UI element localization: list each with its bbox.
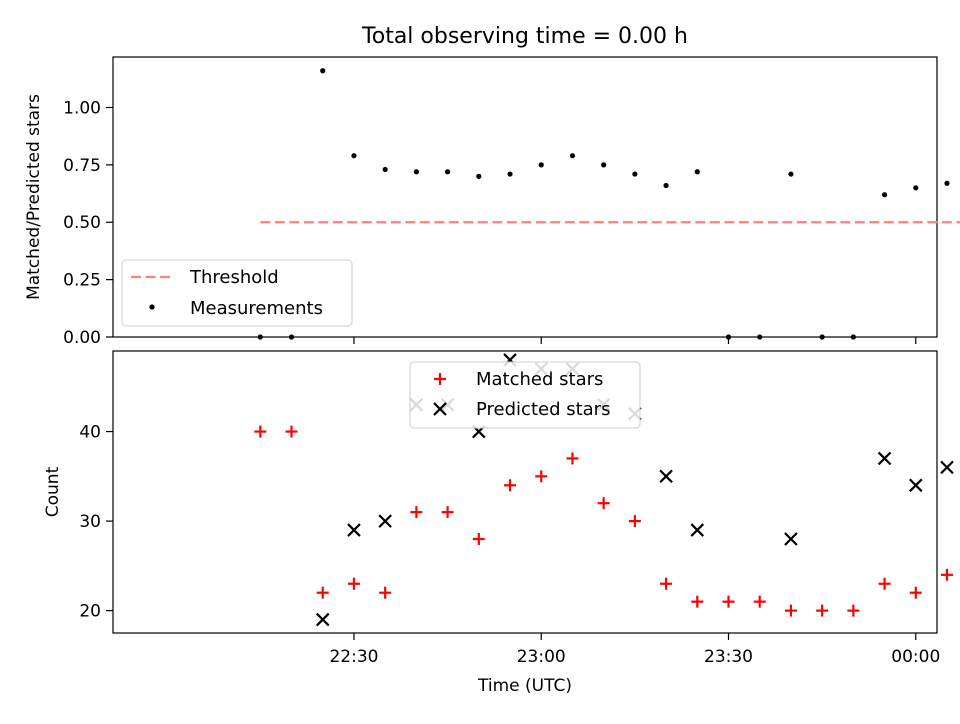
predicted-star-marker bbox=[940, 460, 954, 475]
count-y-axis-label: Count bbox=[43, 466, 63, 517]
measurement-point bbox=[320, 68, 326, 74]
ratio-legend-box bbox=[121, 259, 353, 327]
measurement-point bbox=[632, 171, 638, 177]
measurement-point bbox=[601, 162, 607, 168]
matched-star-marker bbox=[691, 595, 704, 608]
legend-matched-label: Matched stars bbox=[476, 369, 603, 390]
matched-star-marker bbox=[410, 506, 423, 519]
measurement-point bbox=[476, 173, 482, 179]
matched-star-marker bbox=[753, 595, 766, 608]
measurement-point bbox=[507, 171, 513, 177]
legend-predicted-swatch bbox=[433, 402, 447, 416]
chart-title: Total observing time = 0.00 h bbox=[361, 24, 688, 49]
measurement-point bbox=[913, 185, 919, 191]
x-tick-label: 23:30 bbox=[704, 647, 753, 667]
matched-star-marker bbox=[566, 452, 579, 465]
count-y-ticks: 20 30 40 bbox=[79, 423, 113, 622]
matched-star-marker bbox=[847, 604, 860, 617]
measurement-point bbox=[725, 334, 732, 340]
predicted-star-marker bbox=[784, 532, 798, 546]
matched-star-marker bbox=[878, 577, 891, 590]
measurement-point bbox=[757, 334, 763, 340]
measurement-point bbox=[881, 192, 888, 198]
matched-star-marker bbox=[285, 425, 298, 438]
matched-star-marker bbox=[254, 425, 267, 438]
predicted-star-marker bbox=[659, 469, 673, 484]
measurement-point bbox=[382, 166, 388, 173]
predicted-star-marker bbox=[347, 523, 361, 537]
matched-star-marker bbox=[504, 479, 517, 492]
ratio-y-tick-label: 0.50 bbox=[63, 213, 101, 233]
count-legend-box bbox=[409, 361, 641, 429]
matched-star-marker bbox=[940, 568, 953, 581]
matched-star-marker bbox=[597, 497, 610, 510]
ratio-panel-frame bbox=[112, 56, 938, 338]
predicted-star-marker bbox=[315, 612, 330, 627]
measurement-point bbox=[663, 182, 669, 189]
ratio-y-tick-label: 0.25 bbox=[63, 271, 101, 291]
matched-star-marker bbox=[347, 577, 360, 590]
matched-star-marker bbox=[816, 604, 829, 617]
matched-star-marker bbox=[660, 577, 673, 590]
measurement-point bbox=[257, 334, 263, 340]
matched-star-marker bbox=[316, 586, 329, 599]
matched-star-markers bbox=[254, 425, 953, 617]
x-tick-label: 23:00 bbox=[517, 647, 566, 667]
measurement-point bbox=[538, 162, 544, 168]
predicted-star-marker bbox=[378, 514, 392, 528]
x-tick-label: 00:00 bbox=[891, 647, 940, 667]
measurement-point bbox=[850, 334, 856, 340]
legend-predicted-label: Predicted stars bbox=[476, 399, 610, 420]
matched-star-marker bbox=[784, 604, 797, 617]
x-tick-label: 22:30 bbox=[329, 647, 378, 667]
measurement-point bbox=[288, 334, 295, 340]
legend-measurements-swatch bbox=[149, 304, 155, 310]
ratio-y-tick-label: 1.00 bbox=[63, 98, 101, 118]
matched-star-marker bbox=[441, 506, 454, 519]
measurement-point bbox=[569, 153, 576, 159]
ratio-y-ticks: 0.00 0.25 0.50 0.75 1.00 bbox=[63, 98, 113, 348]
measurement-point bbox=[944, 180, 950, 186]
legend-matched-marker bbox=[434, 373, 446, 385]
matched-star-marker bbox=[379, 586, 392, 599]
ratio-y-tick-label: 0.00 bbox=[63, 328, 101, 348]
measurement-point bbox=[694, 169, 700, 175]
measurement-point bbox=[444, 169, 451, 175]
predicted-star-marker bbox=[877, 451, 892, 466]
matched-star-marker bbox=[472, 533, 485, 545]
count-y-tick-label: 20 bbox=[79, 602, 101, 622]
matched-star-marker bbox=[909, 586, 922, 599]
ratio-y-tick-label: 0.75 bbox=[63, 156, 101, 176]
x-axis-label: Time (UTC) bbox=[477, 676, 572, 696]
count-y-tick-label: 40 bbox=[79, 423, 101, 443]
count-panel-frame bbox=[112, 350, 938, 634]
legend-matched-swatch bbox=[434, 373, 446, 385]
predicted-star-marker bbox=[690, 523, 705, 537]
measurement-point bbox=[413, 169, 419, 175]
count-y-tick-label: 30 bbox=[79, 512, 101, 532]
matched-star-marker bbox=[535, 470, 548, 483]
predicted-star-marker bbox=[908, 478, 923, 493]
measurement-point bbox=[351, 153, 357, 159]
legend-threshold-label: Threshold bbox=[189, 267, 279, 288]
ratio-panel: 0.00 0.25 0.50 0.75 1.00 Matched/Predicted s… bbox=[24, 56, 960, 348]
measurement-points bbox=[257, 68, 950, 340]
matched-star-marker bbox=[722, 595, 735, 608]
legend-measurements-label: Measurements bbox=[190, 298, 323, 319]
measurement-point bbox=[819, 334, 825, 340]
measurement-point bbox=[788, 171, 794, 177]
legend-predicted-marker bbox=[433, 402, 447, 416]
count-legend: Matched stars Predicted stars bbox=[409, 361, 641, 429]
ratio-y-axis-label: Matched/Predicted stars bbox=[24, 94, 44, 300]
ratio-legend: Threshold Measurements bbox=[121, 259, 353, 327]
matched-star-marker bbox=[628, 515, 641, 528]
